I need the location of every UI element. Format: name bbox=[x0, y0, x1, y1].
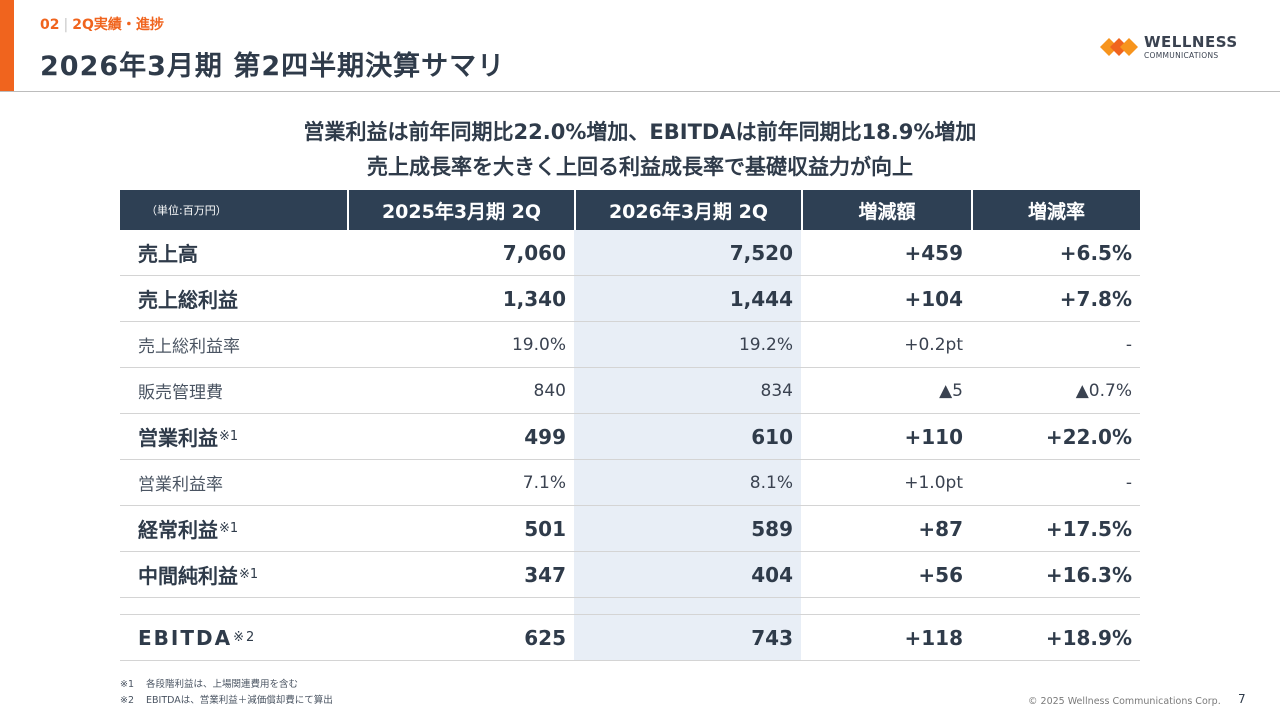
diff-value: ▲5 bbox=[939, 380, 963, 401]
column-header: 増減額 bbox=[801, 190, 971, 230]
column-header: 2026年3月期 2Q bbox=[574, 190, 801, 230]
rate-value: - bbox=[1125, 334, 1132, 355]
footnote: ※1 各段階利益は、上場関連費用を含む bbox=[120, 679, 299, 690]
note-mark: ※1 bbox=[239, 567, 259, 582]
prev-value: 7.1% bbox=[522, 472, 566, 493]
row-label: 販売管理費 bbox=[138, 383, 223, 403]
curr-value: 19.2% bbox=[574, 322, 801, 367]
table-row: 売上総利益率 19.0% 19.2% +0.2pt - bbox=[120, 322, 1140, 368]
table-header: （単位:百万円） 2025年3月期 2Q 2026年3月期 2Q 増減額 増減率 bbox=[120, 190, 1140, 230]
table-row: 営業利益 ※1 499 610 +110 +22.0% bbox=[120, 414, 1140, 460]
section-name: 2Q実績・進捗 bbox=[72, 17, 164, 33]
row-label: EBITDA ※2 bbox=[138, 625, 257, 650]
section-label: 02 | 2Q実績・進捗 bbox=[40, 14, 164, 34]
section-number: 02 bbox=[40, 17, 60, 33]
curr-value: 610 bbox=[574, 414, 801, 459]
company-logo: WELLNESS COMMUNICATIONS bbox=[1100, 32, 1250, 62]
row-label: 売上総利益 bbox=[138, 288, 238, 312]
diff-value: +0.2pt bbox=[904, 334, 963, 355]
logo-sub: COMMUNICATIONS bbox=[1144, 51, 1219, 60]
summary-table: （単位:百万円） 2025年3月期 2Q 2026年3月期 2Q 増減額 増減率… bbox=[120, 190, 1140, 661]
note-mark: ※1 bbox=[219, 521, 239, 536]
row-label: 営業利益 ※1 bbox=[138, 426, 239, 450]
rate-value: +6.5% bbox=[1059, 240, 1132, 265]
column-header: 増減率 bbox=[971, 190, 1140, 230]
diff-value: +1.0pt bbox=[904, 472, 963, 493]
prev-value: 499 bbox=[524, 424, 566, 449]
table-row: 営業利益率 7.1% 8.1% +1.0pt - bbox=[120, 460, 1140, 506]
column-header: 2025年3月期 2Q bbox=[347, 190, 574, 230]
rate-value: ▲0.7% bbox=[1075, 380, 1132, 401]
prev-value: 501 bbox=[524, 516, 566, 541]
section-separator: | bbox=[63, 17, 69, 33]
row-label: 営業利益率 bbox=[138, 475, 223, 495]
prev-value: 840 bbox=[533, 380, 566, 401]
unit-header: （単位:百万円） bbox=[120, 190, 347, 230]
rate-value: +17.5% bbox=[1045, 516, 1132, 541]
row-label: 中間純利益 ※1 bbox=[138, 564, 259, 588]
prev-value: 1,340 bbox=[502, 286, 566, 311]
prev-value: 347 bbox=[524, 562, 566, 587]
rate-value: +18.9% bbox=[1045, 625, 1132, 650]
page-title: 2026年3月期 第2四半期決算サマリ bbox=[40, 51, 506, 82]
footnote: ※2 EBITDAは、営業利益＋減価償却費にて算出 bbox=[120, 695, 333, 706]
row-label: 売上高 bbox=[138, 242, 198, 266]
note-mark: ※1 bbox=[219, 429, 239, 444]
curr-value: 404 bbox=[574, 552, 801, 597]
diff-value: +110 bbox=[904, 424, 963, 449]
diff-value: +118 bbox=[904, 625, 963, 650]
note-mark: ※2 bbox=[233, 630, 257, 645]
header-divider bbox=[0, 91, 1280, 92]
logo-mark-icon bbox=[1100, 38, 1138, 56]
curr-value: 1,444 bbox=[574, 276, 801, 321]
diff-value: +56 bbox=[918, 562, 963, 587]
curr-value: 589 bbox=[574, 506, 801, 551]
diff-value: +87 bbox=[918, 516, 963, 541]
curr-value: 743 bbox=[574, 615, 801, 660]
table-row: 売上総利益 1,340 1,444 +104 +7.8% bbox=[120, 276, 1140, 322]
table-row: 販売管理費 840 834 ▲5 ▲0.7% bbox=[120, 368, 1140, 414]
prev-value: 7,060 bbox=[502, 240, 566, 265]
headline-line-2: 売上成長率を大きく上回る利益成長率で基礎収益力が向上 bbox=[367, 155, 913, 179]
rate-value: - bbox=[1125, 472, 1132, 493]
prev-value: 19.0% bbox=[511, 334, 566, 355]
prev-value: 625 bbox=[524, 625, 566, 650]
table-row: 中間純利益 ※1 347 404 +56 +16.3% bbox=[120, 552, 1140, 598]
table-row-ebitda: EBITDA ※2 625 743 +118 +18.9% bbox=[120, 615, 1140, 661]
headline-line-1: 営業利益は前年同期比22.0%増加、EBITDAは前年同期比18.9%増加 bbox=[303, 120, 977, 144]
curr-value: 834 bbox=[574, 368, 801, 413]
page-number: 7 bbox=[1238, 692, 1246, 706]
accent-bar bbox=[0, 0, 14, 92]
table-spacer bbox=[120, 598, 1140, 615]
diff-value: +459 bbox=[904, 240, 963, 265]
table-row: 経常利益 ※1 501 589 +87 +17.5% bbox=[120, 506, 1140, 552]
curr-value: 8.1% bbox=[574, 460, 801, 505]
logo-name: WELLNESS bbox=[1144, 33, 1238, 51]
rate-value: +22.0% bbox=[1045, 424, 1132, 449]
rate-value: +16.3% bbox=[1045, 562, 1132, 587]
curr-value: 7,520 bbox=[574, 230, 801, 275]
diff-value: +104 bbox=[904, 286, 963, 311]
copyright: © 2025 Wellness Communications Corp. bbox=[1028, 696, 1221, 707]
table-row: 売上高 7,060 7,520 +459 +6.5% bbox=[120, 230, 1140, 276]
row-label: 売上総利益率 bbox=[138, 337, 240, 357]
rate-value: +7.8% bbox=[1059, 286, 1132, 311]
row-label: 経常利益 ※1 bbox=[138, 518, 239, 542]
